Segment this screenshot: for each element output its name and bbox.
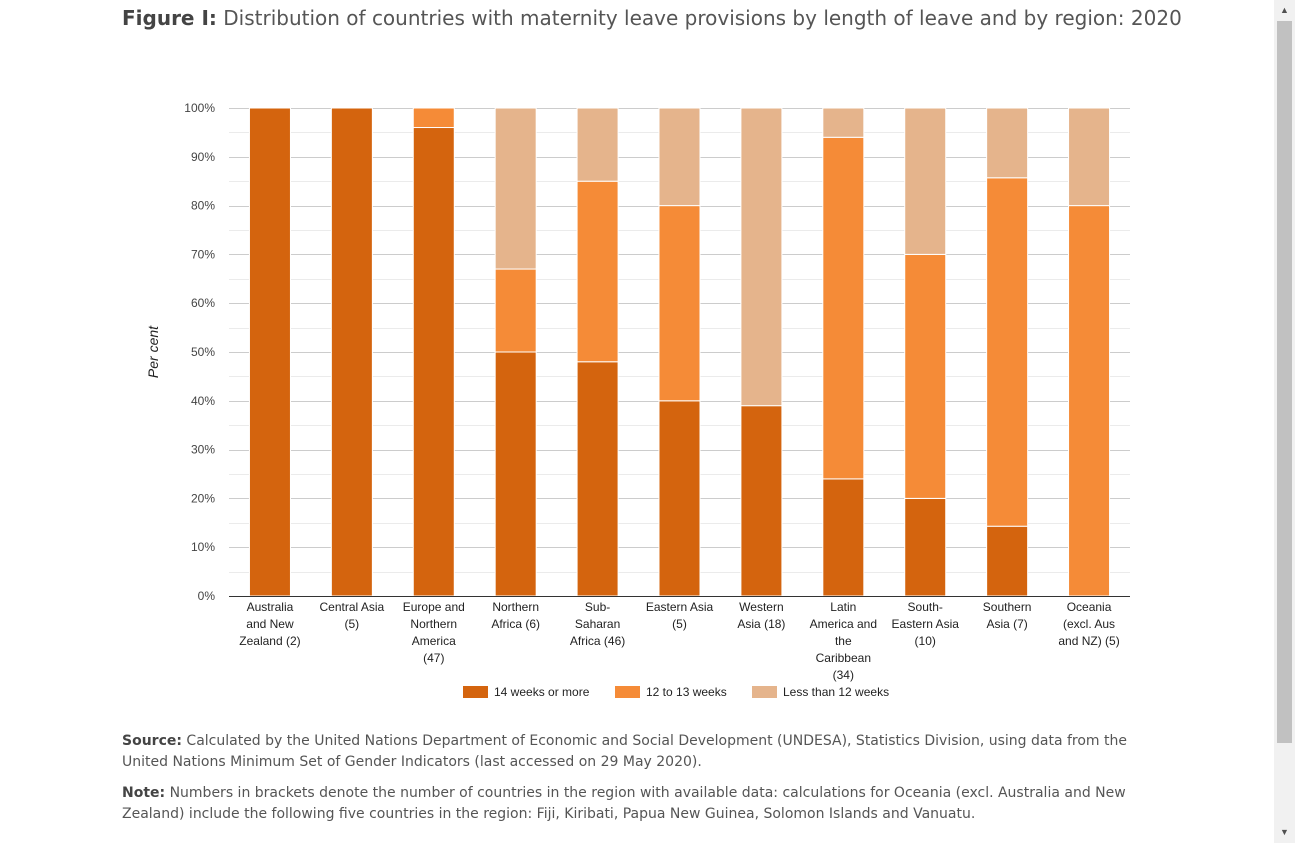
stacked-bar-chart: 0% 10% 20% 30% 40% 50% 60% 70% 80% 90% 100% Per cen… [145, 101, 1130, 699]
x-tick-label: Latin America and the Caribbean (34) [810, 600, 877, 682]
bar-segment[interactable] [576, 107, 619, 182]
y-tick-label: 70% [191, 247, 215, 261]
footnote: Note: Numbers in brackets denote the num… [122, 783, 1162, 825]
y-axis-title: Per cent [145, 325, 161, 378]
bar-segment[interactable] [904, 253, 947, 499]
bar-segment[interactable] [740, 107, 783, 407]
x-tick-label: Oceania (excl. Aus and NZ) (5) [1058, 600, 1119, 648]
bar-segment[interactable] [412, 127, 455, 597]
bar-segment[interactable] [986, 525, 1029, 597]
y-tick-label: 90% [191, 150, 215, 164]
bar-segment[interactable] [822, 478, 865, 597]
bar-segment[interactable] [986, 177, 1029, 527]
scrollbar-thumb[interactable] [1277, 21, 1292, 743]
figure-label: Figure I: [122, 6, 217, 30]
source-note: Source: Calculated by the United Nations… [122, 731, 1162, 773]
bar-segment[interactable] [904, 107, 947, 255]
x-tick-label: Australia and New Zealand (2) [239, 600, 300, 648]
bar-segment[interactable] [412, 107, 455, 129]
bar-segment[interactable] [986, 107, 1029, 179]
bar-segment[interactable] [658, 400, 701, 597]
bar-segment[interactable] [494, 107, 537, 270]
y-tick-label: 40% [191, 394, 215, 408]
figure-title-text: Distribution of countries with maternity… [223, 6, 1182, 30]
source-label: Source: [122, 733, 182, 749]
x-tick-label: Europe and Northern America (47) [403, 600, 465, 665]
legend-label: Less than 12 weeks [783, 685, 889, 699]
y-tick-label: 50% [191, 345, 215, 359]
legend-swatch [615, 686, 640, 698]
bar-segment[interactable] [1068, 107, 1111, 207]
scrollbar[interactable]: ▲ ▼ [1274, 0, 1295, 843]
bar-segment[interactable] [248, 107, 291, 597]
legend-label: 12 to 13 weeks [646, 685, 727, 699]
x-tick-label: Central Asia (5) [320, 600, 385, 631]
bar-segment[interactable] [1068, 205, 1111, 597]
scroll-down-arrow-icon[interactable]: ▼ [1280, 827, 1289, 837]
y-tick-label: 60% [191, 296, 215, 310]
legend-swatch [752, 686, 777, 698]
y-tick-label: 10% [191, 540, 215, 554]
y-tick-label: 30% [191, 443, 215, 457]
bar-segment[interactable] [822, 136, 865, 480]
bar-segment[interactable] [658, 205, 701, 402]
bar-segment[interactable] [576, 361, 619, 597]
x-tick-label: Sub-Saharan Africa (46) [570, 600, 625, 648]
scroll-up-arrow-icon[interactable]: ▲ [1280, 5, 1289, 15]
y-tick-label: 0% [198, 589, 216, 603]
y-tick-label: 100% [184, 101, 215, 115]
legend-label: 14 weeks or more [494, 685, 590, 699]
figure-title: Figure I: Distribution of countries with… [122, 6, 1182, 30]
x-tick-label: Northern Africa (6) [491, 600, 540, 631]
bar-segment[interactable] [740, 405, 783, 597]
note-label: Note: [122, 785, 166, 801]
bar-segment[interactable] [494, 268, 537, 353]
bar-segment[interactable] [822, 107, 865, 138]
y-tick-label: 20% [191, 491, 215, 505]
bar-segment[interactable] [330, 107, 373, 597]
x-tick-label: Western Asia (18) [737, 600, 785, 631]
bar-segment[interactable] [494, 351, 537, 597]
chart-legend: 14 weeks or more 12 to 13 weeks Less than … [463, 685, 889, 699]
legend-swatch [463, 686, 488, 698]
x-tick-label: Southern Asia (7) [983, 600, 1032, 631]
x-tick-label: South-Eastern Asia (10) [892, 600, 960, 648]
bars [248, 107, 1111, 597]
y-tick-label: 80% [191, 199, 215, 213]
bar-segment[interactable] [576, 180, 619, 363]
axes: 0% 10% 20% 30% 40% 50% 60% 70% 80% 90% 100% Per cen… [145, 101, 1130, 682]
x-tick-label: Eastern Asia (5) [646, 600, 714, 631]
source-text: Calculated by the United Nations Departm… [122, 733, 1127, 770]
bar-segment[interactable] [904, 497, 947, 597]
note-text: Numbers in brackets denote the number of… [122, 785, 1126, 822]
bar-segment[interactable] [658, 107, 701, 207]
